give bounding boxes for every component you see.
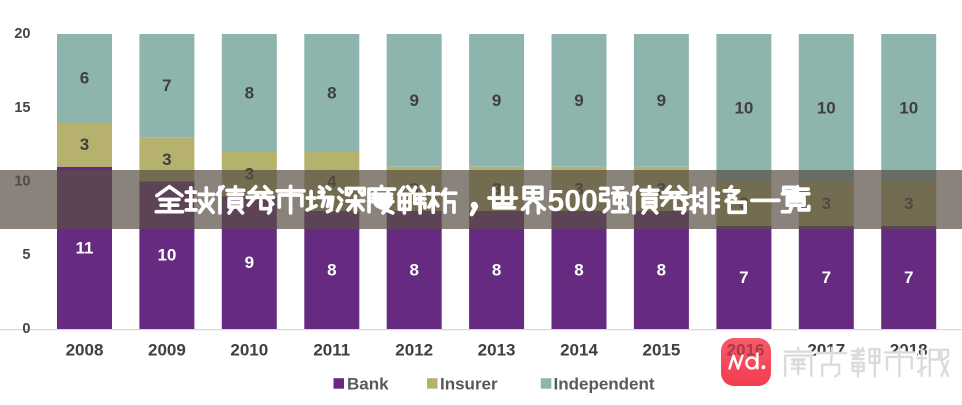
svg-text:7: 7 <box>904 268 913 287</box>
svg-text:10: 10 <box>734 98 753 117</box>
svg-text:2010: 2010 <box>230 340 268 359</box>
svg-text:9: 9 <box>657 91 666 110</box>
svg-text:Insurer: Insurer <box>440 374 498 393</box>
svg-text:0: 0 <box>22 321 30 337</box>
svg-text:10: 10 <box>157 246 176 265</box>
svg-text:3: 3 <box>80 135 89 154</box>
svg-text:9: 9 <box>574 91 583 110</box>
svg-text:20: 20 <box>14 26 30 42</box>
svg-text:15: 15 <box>14 100 30 116</box>
svg-text:2012: 2012 <box>395 340 433 359</box>
svg-text:0: 0 <box>564 185 581 218</box>
svg-text:2016: 2016 <box>727 340 765 359</box>
svg-text:3: 3 <box>162 150 171 169</box>
svg-text:9: 9 <box>492 91 501 110</box>
svg-text:7: 7 <box>162 76 171 95</box>
svg-text:7: 7 <box>822 268 831 287</box>
svg-text:7: 7 <box>739 268 748 287</box>
svg-text:Independent: Independent <box>554 374 655 393</box>
svg-text:2013: 2013 <box>478 340 516 359</box>
svg-text:0: 0 <box>581 185 598 218</box>
svg-text:9: 9 <box>409 91 418 110</box>
svg-text:8: 8 <box>492 261 501 280</box>
svg-text:6: 6 <box>80 69 89 88</box>
svg-text:8: 8 <box>657 261 666 280</box>
svg-text:8: 8 <box>327 84 336 103</box>
svg-text:5: 5 <box>22 247 30 263</box>
svg-text:2014: 2014 <box>560 340 598 359</box>
svg-text:2009: 2009 <box>148 340 186 359</box>
svg-text:2011: 2011 <box>313 340 350 359</box>
svg-text:8: 8 <box>327 261 336 280</box>
svg-text:10: 10 <box>817 98 836 117</box>
svg-text:5: 5 <box>547 185 564 218</box>
svg-text:10: 10 <box>899 98 918 117</box>
svg-text:9: 9 <box>245 253 254 272</box>
svg-text:11: 11 <box>76 238 94 257</box>
svg-text:2015: 2015 <box>642 340 680 359</box>
svg-text:8: 8 <box>245 84 254 103</box>
svg-text:8: 8 <box>409 261 418 280</box>
svg-text:8: 8 <box>574 261 583 280</box>
svg-text:2008: 2008 <box>66 340 104 359</box>
svg-text:Bank: Bank <box>347 374 389 393</box>
